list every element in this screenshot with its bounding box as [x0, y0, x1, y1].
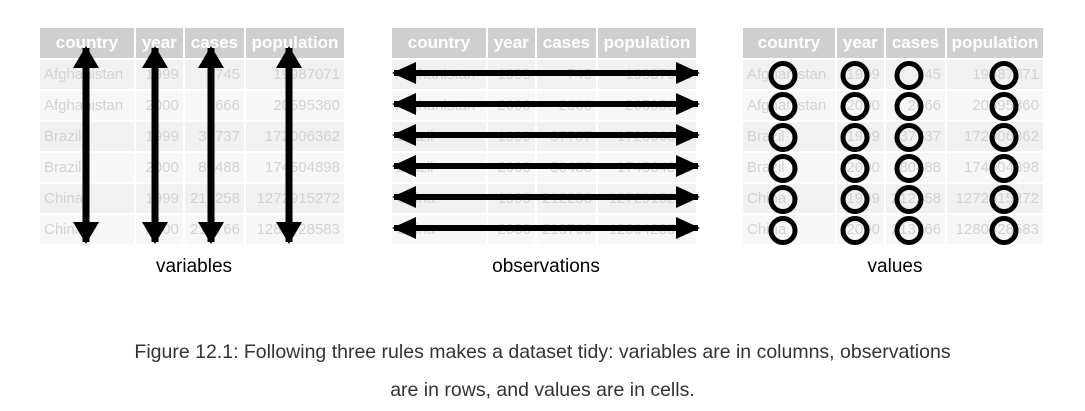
value-circle: [840, 216, 870, 245]
values-panel: country year cases population Afghanista…: [741, 28, 1047, 245]
value-circle: [768, 61, 798, 90]
header-cases: cases: [536, 28, 596, 58]
value-circle: [768, 92, 798, 121]
value-circle: [989, 92, 1019, 121]
value-circle: [894, 154, 924, 183]
variables-panel: country year cases population Afghanista…: [40, 28, 348, 244]
data-table: country year cases population Afghanista…: [741, 28, 1045, 244]
row-arrows: [392, 62, 700, 239]
value-circle: [768, 216, 798, 245]
caption-line-1: Figure 12.1: Following three rules makes…: [134, 341, 951, 363]
header-population: population: [598, 28, 696, 58]
observations-label: observations: [492, 256, 600, 277]
header-country: country: [392, 28, 486, 58]
header-population: population: [947, 28, 1043, 58]
caption-line-2: are in rows, and values are in cells.: [390, 379, 695, 401]
value-circle: [768, 154, 798, 183]
value-circle: [768, 123, 798, 152]
value-circle: [894, 61, 924, 90]
value-circle: [840, 185, 870, 214]
value-circle: [989, 185, 1019, 214]
header-cases: cases: [885, 28, 946, 58]
value-circle: [989, 216, 1019, 245]
value-circle: [894, 92, 924, 121]
value-circles: [768, 61, 1019, 245]
value-circle: [989, 123, 1019, 152]
value-circle: [989, 61, 1019, 90]
header-year: year: [836, 28, 884, 58]
value-circle: [894, 185, 924, 214]
column-arrows: [73, 46, 302, 244]
header-year: year: [487, 28, 535, 58]
header-population: population: [246, 28, 344, 58]
value-circle: [894, 216, 924, 245]
value-circle: [768, 185, 798, 214]
observations-panel: country year cases population Afghanista…: [392, 28, 700, 244]
value-circle: [894, 123, 924, 152]
figure-caption: Figure 12.1: Following three rules makes…: [0, 333, 1085, 409]
value-circle: [840, 61, 870, 90]
value-circle: [989, 154, 1019, 183]
value-circle: [840, 92, 870, 121]
value-circle: [840, 154, 870, 183]
value-circle: [840, 123, 870, 152]
header-country: country: [743, 28, 835, 58]
variables-label: variables: [155, 256, 233, 277]
values-label: values: [867, 256, 923, 277]
